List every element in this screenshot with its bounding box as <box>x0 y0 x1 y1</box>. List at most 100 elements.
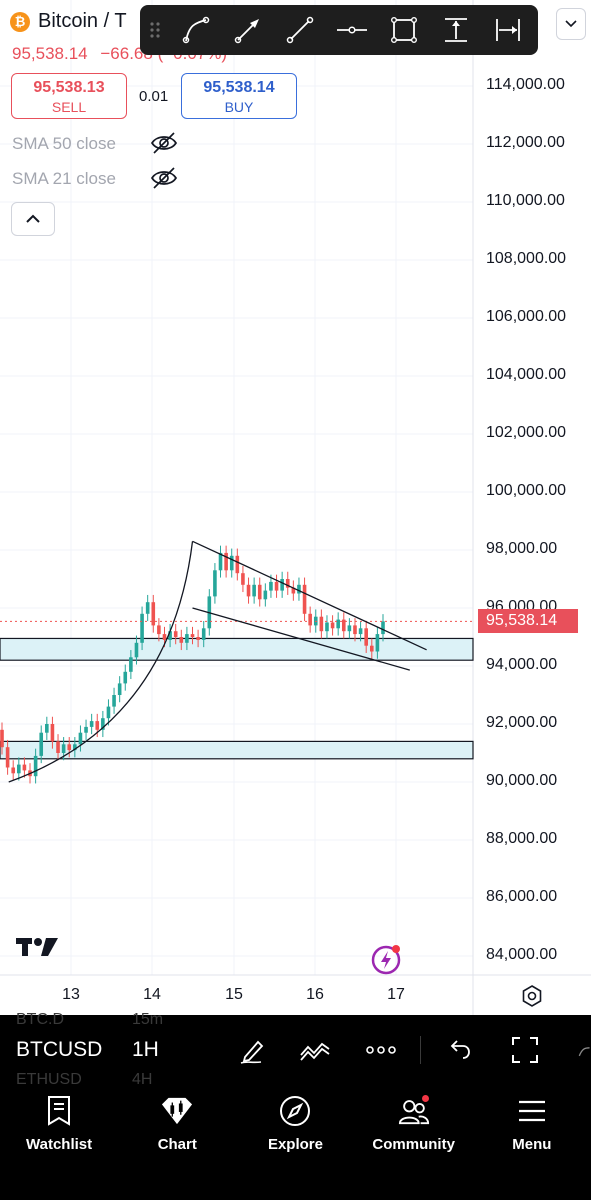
collapse-legend-button[interactable] <box>11 202 55 236</box>
candle-body <box>45 724 49 733</box>
candle-body <box>325 622 329 632</box>
nav-chart[interactable]: Chart <box>118 1085 236 1200</box>
redo-icon[interactable] <box>572 1032 591 1068</box>
buy-price: 95,538.14 <box>203 79 275 96</box>
trend-line-tool-icon[interactable] <box>274 5 326 55</box>
indicators-icon[interactable] <box>295 1032 335 1068</box>
candle-body <box>101 718 105 730</box>
bitcoin-logo-icon: ₿ <box>10 11 30 32</box>
lightning-alert-button[interactable] <box>370 942 404 976</box>
candle-body <box>257 584 262 600</box>
price-axis-label: 84,000.00 <box>486 946 558 963</box>
chart-area[interactable]: 114,000.00 112,000.00 110,000.00 108,000.00… <box>0 0 591 1015</box>
notification-dot <box>421 1095 429 1102</box>
toolbar-divider <box>420 1036 421 1064</box>
ghost-symbol: BTC.D <box>16 1011 64 1028</box>
candle-body <box>61 744 66 753</box>
candle-body <box>123 671 128 684</box>
candle-body <box>364 628 368 646</box>
price-axis-label: 88,000.00 <box>486 830 558 847</box>
candle-body <box>5 747 10 768</box>
indicator-label[interactable]: SMA 50 close <box>12 134 116 153</box>
candle-body <box>22 764 27 771</box>
sell-price: 95,538.13 <box>33 79 105 96</box>
pencil-draw-icon[interactable] <box>232 1032 272 1068</box>
nav-label: Watchlist <box>26 1136 93 1153</box>
candle-body <box>375 634 380 652</box>
price-axis-label: 110,000.00 <box>486 192 565 209</box>
candle-body <box>353 625 357 635</box>
arrow-tool-icon[interactable] <box>222 5 274 55</box>
price-range-tool-icon[interactable] <box>430 5 482 55</box>
more-options-icon[interactable] <box>361 1032 401 1068</box>
candle-body <box>56 741 60 753</box>
last-price: 95,538.14 <box>12 44 88 63</box>
chevron-up-icon <box>26 214 40 223</box>
candle-body <box>112 695 116 707</box>
tradingview-logo <box>16 936 58 963</box>
bottom-navigation: Watchlist Chart Explore Community M <box>0 1085 591 1200</box>
time-axis-label: 16 <box>306 986 324 1003</box>
price-axis-label: 98,000.00 <box>486 540 558 557</box>
price-axis-label: 90,000.00 <box>486 772 558 789</box>
buy-button[interactable]: 95,538.14 BUY <box>181 73 297 119</box>
candle-body <box>162 634 167 640</box>
fullscreen-icon[interactable] <box>505 1032 545 1068</box>
candle-body <box>95 721 100 730</box>
time-axis-label: 15 <box>225 986 243 1003</box>
price-axis-label: 112,000.00 <box>486 134 565 151</box>
ghost-interval: 4H <box>132 1071 153 1088</box>
candle-body <box>280 579 284 591</box>
candle-body <box>50 724 55 742</box>
time-axis-label: 14 <box>143 986 161 1003</box>
curve-tool-icon[interactable] <box>170 5 222 55</box>
buy-label: BUY <box>224 99 254 115</box>
drag-handle-icon[interactable] <box>140 20 170 40</box>
candle-body <box>341 619 346 632</box>
candle-body <box>336 619 340 629</box>
chevron-down-icon[interactable] <box>556 8 586 40</box>
eye-hidden-icon[interactable] <box>150 130 178 161</box>
candle-body <box>151 602 156 626</box>
candle-body <box>196 637 200 640</box>
chart-icon <box>161 1095 193 1127</box>
eye-hidden-icon[interactable] <box>150 165 178 196</box>
nav-watchlist[interactable]: Watchlist <box>0 1085 118 1200</box>
date-range-tool-icon[interactable] <box>482 5 534 55</box>
current-price-badge: 95,538.14 <box>478 609 578 634</box>
indicator-sma-50[interactable]: SMA 50 close <box>12 132 178 154</box>
nav-menu[interactable]: Menu <box>473 1085 591 1200</box>
candle-body <box>246 584 251 597</box>
compass-icon <box>279 1095 311 1127</box>
symbol-selector[interactable]: BTCUSD <box>16 1038 103 1061</box>
indicator-sma-21[interactable]: SMA 21 close <box>12 167 178 189</box>
rectangle-tool-icon[interactable] <box>378 5 430 55</box>
nav-label: Chart <box>157 1136 197 1153</box>
candle-body <box>73 744 77 751</box>
undo-icon[interactable] <box>438 1032 478 1068</box>
sell-button[interactable]: 95,538.13 SELL <box>11 73 127 119</box>
chart-settings-icon[interactable] <box>520 984 544 1013</box>
price-axis-label: 102,000.00 <box>486 424 567 441</box>
interval-selector[interactable]: 1H <box>132 1038 159 1061</box>
time-axis-label: 13 <box>62 986 80 1003</box>
candle-body <box>11 767 16 774</box>
candle-body <box>39 732 44 756</box>
candle-body <box>173 631 178 637</box>
nav-explore[interactable]: Explore <box>236 1085 354 1200</box>
candle-body <box>319 616 324 632</box>
symbol-header[interactable]: ₿ Bitcoin / T <box>10 10 127 33</box>
price-axis-label: 104,000.00 <box>486 366 567 383</box>
chart-canvas[interactable] <box>0 0 591 1015</box>
horizontal-ray-tool-icon[interactable] <box>326 5 378 55</box>
nav-community[interactable]: Community <box>355 1085 473 1200</box>
price-axis-label: 106,000.00 <box>486 308 567 325</box>
symbol-title[interactable]: Bitcoin / T <box>38 10 127 32</box>
candle-body <box>33 755 38 777</box>
candle-body <box>185 634 189 643</box>
candle-body <box>140 613 144 643</box>
candle-body <box>229 555 234 571</box>
watchlist-icon <box>43 1095 75 1127</box>
indicator-label[interactable]: SMA 21 close <box>12 169 116 188</box>
